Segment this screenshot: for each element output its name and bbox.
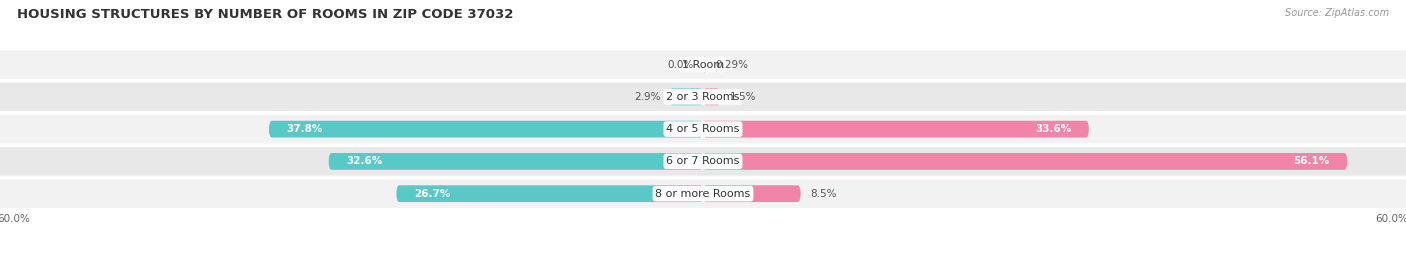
FancyBboxPatch shape [703,185,800,202]
FancyBboxPatch shape [269,121,703,137]
FancyBboxPatch shape [396,185,703,202]
Text: 56.1%: 56.1% [1294,156,1330,167]
FancyBboxPatch shape [703,56,706,73]
FancyBboxPatch shape [0,83,1406,111]
FancyBboxPatch shape [703,153,1347,170]
FancyBboxPatch shape [0,147,1406,176]
FancyBboxPatch shape [0,179,1406,208]
Text: 8.5%: 8.5% [810,189,837,199]
FancyBboxPatch shape [0,50,1406,79]
FancyBboxPatch shape [0,115,1406,143]
Text: 33.6%: 33.6% [1035,124,1071,134]
Text: 2.9%: 2.9% [634,92,661,102]
Text: 37.8%: 37.8% [287,124,322,134]
FancyBboxPatch shape [329,153,703,170]
Text: 6 or 7 Rooms: 6 or 7 Rooms [666,156,740,167]
FancyBboxPatch shape [669,89,703,105]
Text: 1.5%: 1.5% [730,92,756,102]
Text: 1 Room: 1 Room [682,59,724,70]
Text: 0.29%: 0.29% [716,59,748,70]
Text: 4 or 5 Rooms: 4 or 5 Rooms [666,124,740,134]
Text: 8 or more Rooms: 8 or more Rooms [655,189,751,199]
Text: 0.0%: 0.0% [668,59,693,70]
Text: HOUSING STRUCTURES BY NUMBER OF ROOMS IN ZIP CODE 37032: HOUSING STRUCTURES BY NUMBER OF ROOMS IN… [17,8,513,21]
Text: 32.6%: 32.6% [346,156,382,167]
Text: 2 or 3 Rooms: 2 or 3 Rooms [666,92,740,102]
FancyBboxPatch shape [703,89,720,105]
Text: Source: ZipAtlas.com: Source: ZipAtlas.com [1285,8,1389,18]
Text: 26.7%: 26.7% [413,189,450,199]
FancyBboxPatch shape [703,121,1088,137]
